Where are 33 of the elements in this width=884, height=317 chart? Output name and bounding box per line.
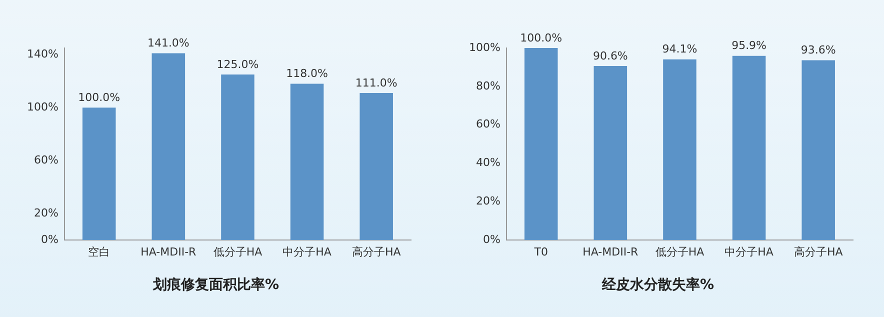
y-tick-label: 0% xyxy=(482,232,500,246)
data-label: 141.0% xyxy=(147,36,190,50)
x-tick-label: 低分子HA xyxy=(213,244,263,258)
data-label: 125.0% xyxy=(216,57,259,70)
x-tick-label: HA-MDII-R xyxy=(582,244,639,258)
data-label: 90.6% xyxy=(592,48,628,62)
x-tick-label: HA-MDII-R xyxy=(140,244,197,258)
data-label: 100.0% xyxy=(520,30,562,44)
data-label: 100.0% xyxy=(78,90,120,104)
x-tick-label: 低分子HA xyxy=(655,244,705,258)
y-tick-label: 40% xyxy=(476,156,500,169)
y-tick-label: 20% xyxy=(476,194,500,207)
y-tick-label: 100% xyxy=(26,100,58,113)
y-tick-label: 20% xyxy=(34,206,58,219)
y-tick-label: 60% xyxy=(476,117,500,130)
x-tick-label: T0 xyxy=(533,244,548,258)
y-tick-label: 140% xyxy=(26,46,58,60)
text: 经皮水分散失率% xyxy=(600,276,714,293)
data-label: 93.6% xyxy=(800,43,836,56)
y-tick-label: 100% xyxy=(468,40,500,54)
x-tick-label: 高分子HA xyxy=(794,244,844,258)
x-tick-label: 中分子HA xyxy=(724,244,774,258)
x-tick-label: 空白 xyxy=(88,244,110,258)
text: 划痕修复面积比率% xyxy=(152,276,280,293)
x-tick-label: 高分子HA xyxy=(352,244,402,258)
x-tick-label: 中分子HA xyxy=(282,244,332,258)
data-label: 111.0% xyxy=(355,76,398,89)
y-tick-label: 80% xyxy=(476,78,500,92)
data-label: 118.0% xyxy=(286,66,328,80)
y-tick-label: 0% xyxy=(40,232,58,246)
data-label: 94.1% xyxy=(662,42,698,56)
y-tick-label: 60% xyxy=(34,152,58,166)
data-label: 95.9% xyxy=(732,38,767,52)
